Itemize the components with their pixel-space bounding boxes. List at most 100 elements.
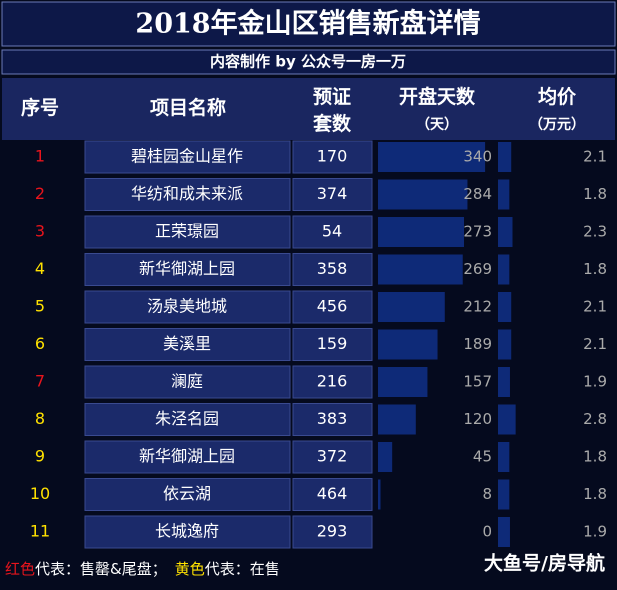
- days-bar: [378, 217, 464, 247]
- days-bar: [378, 367, 428, 397]
- price-bar: [498, 404, 516, 435]
- rank: 9: [35, 447, 45, 466]
- units: 54: [322, 222, 342, 241]
- rank: 1: [35, 147, 45, 166]
- legend-sold-text: 代表：售罄&尾盘；: [35, 560, 167, 578]
- rank: 2: [35, 184, 45, 203]
- days-value: 269: [463, 260, 492, 278]
- price-value: 2.1: [583, 335, 607, 353]
- units: 372: [317, 447, 348, 466]
- subtitle-bar: [1, 49, 616, 75]
- units: 383: [317, 409, 348, 428]
- header: 项目名称: [150, 96, 226, 119]
- project-name: 美溪里: [163, 334, 211, 353]
- rank: 7: [35, 372, 45, 391]
- header-bar: [2, 78, 615, 140]
- name-cell: [84, 178, 291, 211]
- subtitle: 内容制作 by 公众号一房一万: [210, 53, 406, 71]
- rank: 4: [35, 259, 45, 278]
- days-value: 284: [463, 185, 492, 203]
- header: （万元）: [529, 117, 585, 133]
- price-value: 1.8: [583, 485, 607, 503]
- price-value: 2.3: [583, 223, 607, 241]
- price-bar: [498, 479, 510, 510]
- name-cell: [84, 328, 291, 361]
- name-cell: [84, 403, 291, 436]
- units: 374: [317, 184, 348, 203]
- name-cell: [84, 478, 291, 511]
- rank: 8: [35, 409, 45, 428]
- days-bar: [378, 142, 486, 172]
- units-cell: [292, 253, 373, 286]
- price-value: 2.8: [583, 410, 607, 428]
- title: 2018年金山区销售新盘详情: [135, 8, 480, 40]
- price-value: 2.1: [583, 148, 607, 166]
- name-cell: [84, 440, 291, 474]
- units: 456: [317, 297, 348, 316]
- days-bar: [378, 179, 468, 210]
- price-bar: [498, 367, 510, 397]
- project-name: 汤泉美地城: [147, 297, 227, 316]
- units-cell: [292, 290, 373, 324]
- days-value: 8: [482, 485, 492, 503]
- days-bar: [378, 442, 393, 472]
- rank: 6: [35, 334, 45, 353]
- name-cell: [84, 140, 291, 174]
- rank: 3: [35, 222, 45, 241]
- project-name: 澜庭: [171, 372, 203, 391]
- days-bar: [378, 292, 445, 322]
- units: 216: [317, 372, 348, 391]
- name-cell: [84, 515, 291, 549]
- price-value: 1.9: [583, 373, 607, 391]
- project-name: 正荣璟园: [155, 222, 219, 241]
- title-bar: [1, 1, 616, 47]
- name-cell: [84, 365, 291, 399]
- price-bar: [498, 179, 510, 210]
- days-value: 0: [482, 523, 492, 541]
- days-value: 273: [463, 223, 492, 241]
- header: 开盘天数: [399, 85, 476, 108]
- price-bar: [498, 217, 513, 247]
- header: （天）: [416, 117, 458, 133]
- days-value: 120: [463, 410, 492, 428]
- legend-selling-text: 代表：在售: [205, 560, 280, 578]
- legend-selling-label: 黄色: [175, 560, 205, 578]
- units-cell: [292, 515, 373, 549]
- price-bar: [498, 142, 512, 172]
- days-value: 212: [463, 298, 492, 316]
- name-cell: [84, 253, 291, 286]
- days-bar: [378, 404, 416, 435]
- units-cell: [292, 440, 373, 474]
- days-bar: [378, 479, 381, 510]
- project-name: 依云湖: [163, 484, 211, 503]
- legend-sold-label: 红色: [5, 560, 35, 578]
- days-value: 157: [463, 373, 492, 391]
- days-bar: [378, 254, 463, 285]
- header: 预证: [313, 86, 351, 108]
- project-name: 长城逸府: [155, 522, 219, 541]
- project-name: 新华御湖上园: [139, 447, 235, 466]
- units-cell: [292, 478, 373, 511]
- project-name: 新华御湖上园: [139, 259, 235, 278]
- header: 均价: [538, 85, 577, 108]
- price-bar: [498, 329, 512, 360]
- name-cell: [84, 290, 291, 324]
- units-cell: [292, 215, 373, 249]
- units: 464: [317, 484, 348, 503]
- rank: 5: [35, 297, 45, 316]
- price-value: 1.8: [583, 260, 607, 278]
- project-name: 碧桂园金山星作: [131, 147, 243, 166]
- watermark: 大鱼号/房导航: [484, 552, 605, 575]
- price-bar: [498, 254, 510, 285]
- rank: 10: [30, 484, 50, 503]
- price-value: 2.1: [583, 298, 607, 316]
- units-cell: [292, 328, 373, 361]
- name-cell: [84, 215, 291, 249]
- legend: 红色代表：售罄&尾盘； 黄色代表：在售: [5, 560, 280, 578]
- units-cell: [292, 365, 373, 399]
- price-bar: [498, 292, 512, 322]
- days-value: 340: [463, 148, 492, 166]
- project-name: 华纺和成未来派: [131, 184, 243, 203]
- price-bar: [498, 517, 510, 547]
